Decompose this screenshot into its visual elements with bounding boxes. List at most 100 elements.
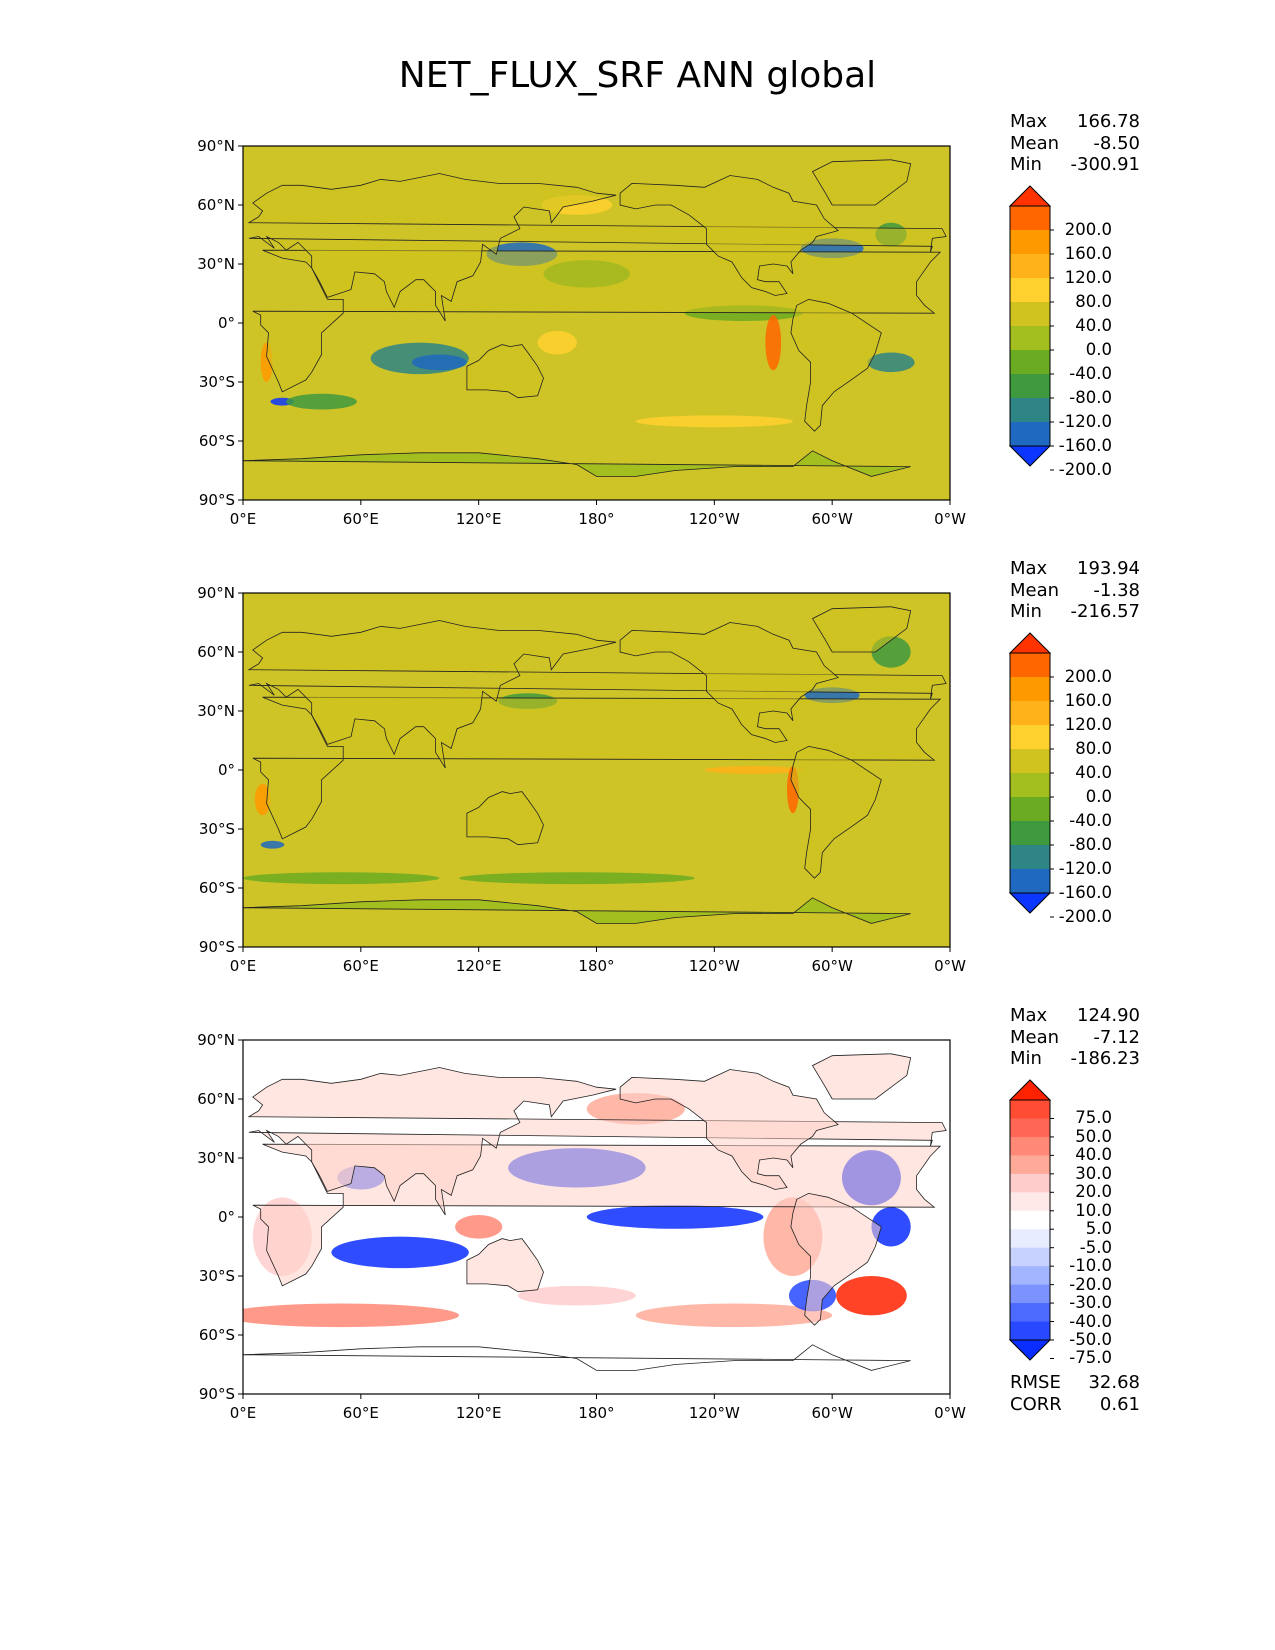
- colorbar-segment: [1010, 653, 1050, 678]
- field-patch: [537, 330, 577, 355]
- colorbar-label: -40.0: [1069, 364, 1112, 383]
- colorbar-segment: [1010, 254, 1050, 279]
- colorbar-label: 50.0: [1075, 1126, 1112, 1146]
- field-patch: [286, 393, 357, 410]
- field-patch: [260, 840, 285, 849]
- coast-australia: [466, 344, 544, 399]
- colorbar-label: -120.0: [1058, 859, 1112, 878]
- colorbar-label: 200.0: [1064, 220, 1112, 239]
- coast-antarctica: [243, 897, 911, 947]
- colorbar-label: 160.0: [1064, 691, 1112, 710]
- field-patch: [635, 415, 793, 428]
- colorbar-label: 0.0: [1085, 787, 1112, 806]
- colorbar: [1008, 1079, 1054, 1361]
- colorbar-label: 160.0: [1064, 244, 1112, 263]
- lat-tick-label: 60°N: [197, 643, 235, 661]
- colorbar-segment: [1010, 869, 1050, 894]
- colorbar-extend-max: [1008, 1079, 1052, 1101]
- colorbar-segment: [1010, 1303, 1050, 1323]
- stat-value-min: -186.23: [1070, 1048, 1140, 1069]
- panel-stats: Max 124.90 Mean -7.12 Min -186.23: [1010, 1005, 1140, 1070]
- coast-north_america: [619, 622, 839, 743]
- colorbar-segment: [1010, 1173, 1050, 1193]
- colorbar-label: 80.0: [1075, 739, 1112, 758]
- colorbar-extend-min: [1008, 892, 1052, 914]
- lon-tick-label: 120°E: [455, 1404, 502, 1422]
- stat-value-min: -216.57: [1070, 601, 1140, 622]
- colorbar-label: -20.0: [1069, 1274, 1112, 1294]
- colorbar-segment: [1010, 1192, 1050, 1212]
- field-patch: [517, 1285, 636, 1306]
- field-patch: [243, 872, 440, 885]
- colorbar-segment: [1010, 398, 1050, 423]
- coast-antarctica: [243, 450, 911, 500]
- colorbar-label: -40.0: [1069, 1311, 1112, 1331]
- colorbar-segment: [1010, 230, 1050, 255]
- stat-value-mean: -7.12: [1093, 1026, 1140, 1048]
- colorbar-label: -40.0: [1069, 811, 1112, 830]
- colorbar-label: -75.0: [1069, 1348, 1112, 1368]
- colorbar-label: -200.0: [1058, 460, 1112, 479]
- coast-south_america: [790, 1192, 882, 1326]
- lon-tick-label: 0°W: [934, 510, 966, 528]
- colorbar-label: 80.0: [1075, 292, 1112, 311]
- colorbar-label: -30.0: [1069, 1293, 1112, 1313]
- stat-label-min: Min: [1010, 1048, 1042, 1069]
- lat-tick-label: 30°S: [198, 1267, 235, 1285]
- metric-value-rmse: 32.68: [1088, 1372, 1140, 1393]
- field-patch: [635, 1303, 833, 1328]
- colorbar-label: 20.0: [1075, 1182, 1112, 1202]
- stat-label-mean: Mean: [1010, 1026, 1060, 1048]
- colorbar-segment: [1010, 749, 1050, 774]
- coastlines: [243, 1053, 947, 1394]
- stat-label-max: Max: [1010, 558, 1048, 579]
- colorbar-label: 40.0: [1075, 316, 1112, 335]
- colorbar-frame: [1009, 1099, 1051, 1341]
- panel-metrics: RMSE 32.68 CORR 0.61: [1010, 1372, 1140, 1415]
- coast-south_america: [790, 298, 882, 432]
- panel-stats: Max 166.78 Mean -8.50 Min -300.91: [1010, 111, 1140, 176]
- field-patch: [836, 1276, 907, 1316]
- colorbar-extend-max: [1008, 632, 1052, 654]
- lon-tick-label: 60°W: [811, 957, 853, 975]
- field-patch: [765, 315, 782, 371]
- lon-tick-label: 180°: [578, 957, 615, 975]
- colorbar-segment: [1010, 677, 1050, 702]
- colorbar-extend-min: [1008, 445, 1052, 467]
- colorbar-label: -80.0: [1069, 388, 1112, 407]
- colorbar-label: -80.0: [1069, 835, 1112, 854]
- lat-tick-label: 30°N: [197, 702, 235, 720]
- stat-label-mean: Mean: [1010, 579, 1060, 601]
- colorbar-segment: [1010, 374, 1050, 399]
- colorbar-segment: [1010, 1229, 1050, 1249]
- lon-tick-label: 0°W: [934, 957, 966, 975]
- colorbar-label: 5.0: [1085, 1219, 1112, 1239]
- lat-tick-label: 0°: [217, 761, 235, 779]
- field-patch: [586, 1205, 764, 1229]
- coast-north_america: [619, 1069, 839, 1190]
- lon-tick-label: 60°E: [342, 510, 379, 528]
- field-patch: [411, 354, 467, 371]
- map-panel-1: [238, 592, 951, 952]
- figure-title: NET_FLUX_SRF ANN global: [398, 55, 877, 96]
- colorbar-segment: [1010, 1284, 1050, 1304]
- lon-tick-label: 120°E: [455, 510, 502, 528]
- stat-value-mean: -1.38: [1093, 579, 1140, 601]
- colorbar-label: -160.0: [1058, 883, 1112, 902]
- coast-australia: [466, 1238, 544, 1293]
- stat-value-max: 193.94: [1077, 558, 1140, 579]
- lon-tick-label: 0°E: [229, 957, 257, 975]
- coast-north_america: [619, 175, 839, 296]
- field-patch: [871, 1207, 911, 1247]
- colorbar-extend-max: [1008, 185, 1052, 207]
- lon-tick-label: 60°W: [811, 1404, 853, 1422]
- lon-tick-label: 180°: [578, 1404, 615, 1422]
- lat-tick-label: 30°S: [198, 820, 235, 838]
- coast-eurasia: [247, 620, 947, 769]
- lon-tick-label: 0°W: [934, 1404, 966, 1422]
- colorbar-segment: [1010, 350, 1050, 375]
- lat-tick-label: 60°S: [198, 879, 235, 897]
- lon-tick-label: 0°E: [229, 510, 257, 528]
- field-patch: [331, 1236, 469, 1269]
- metric-label-corr: CORR: [1010, 1393, 1062, 1415]
